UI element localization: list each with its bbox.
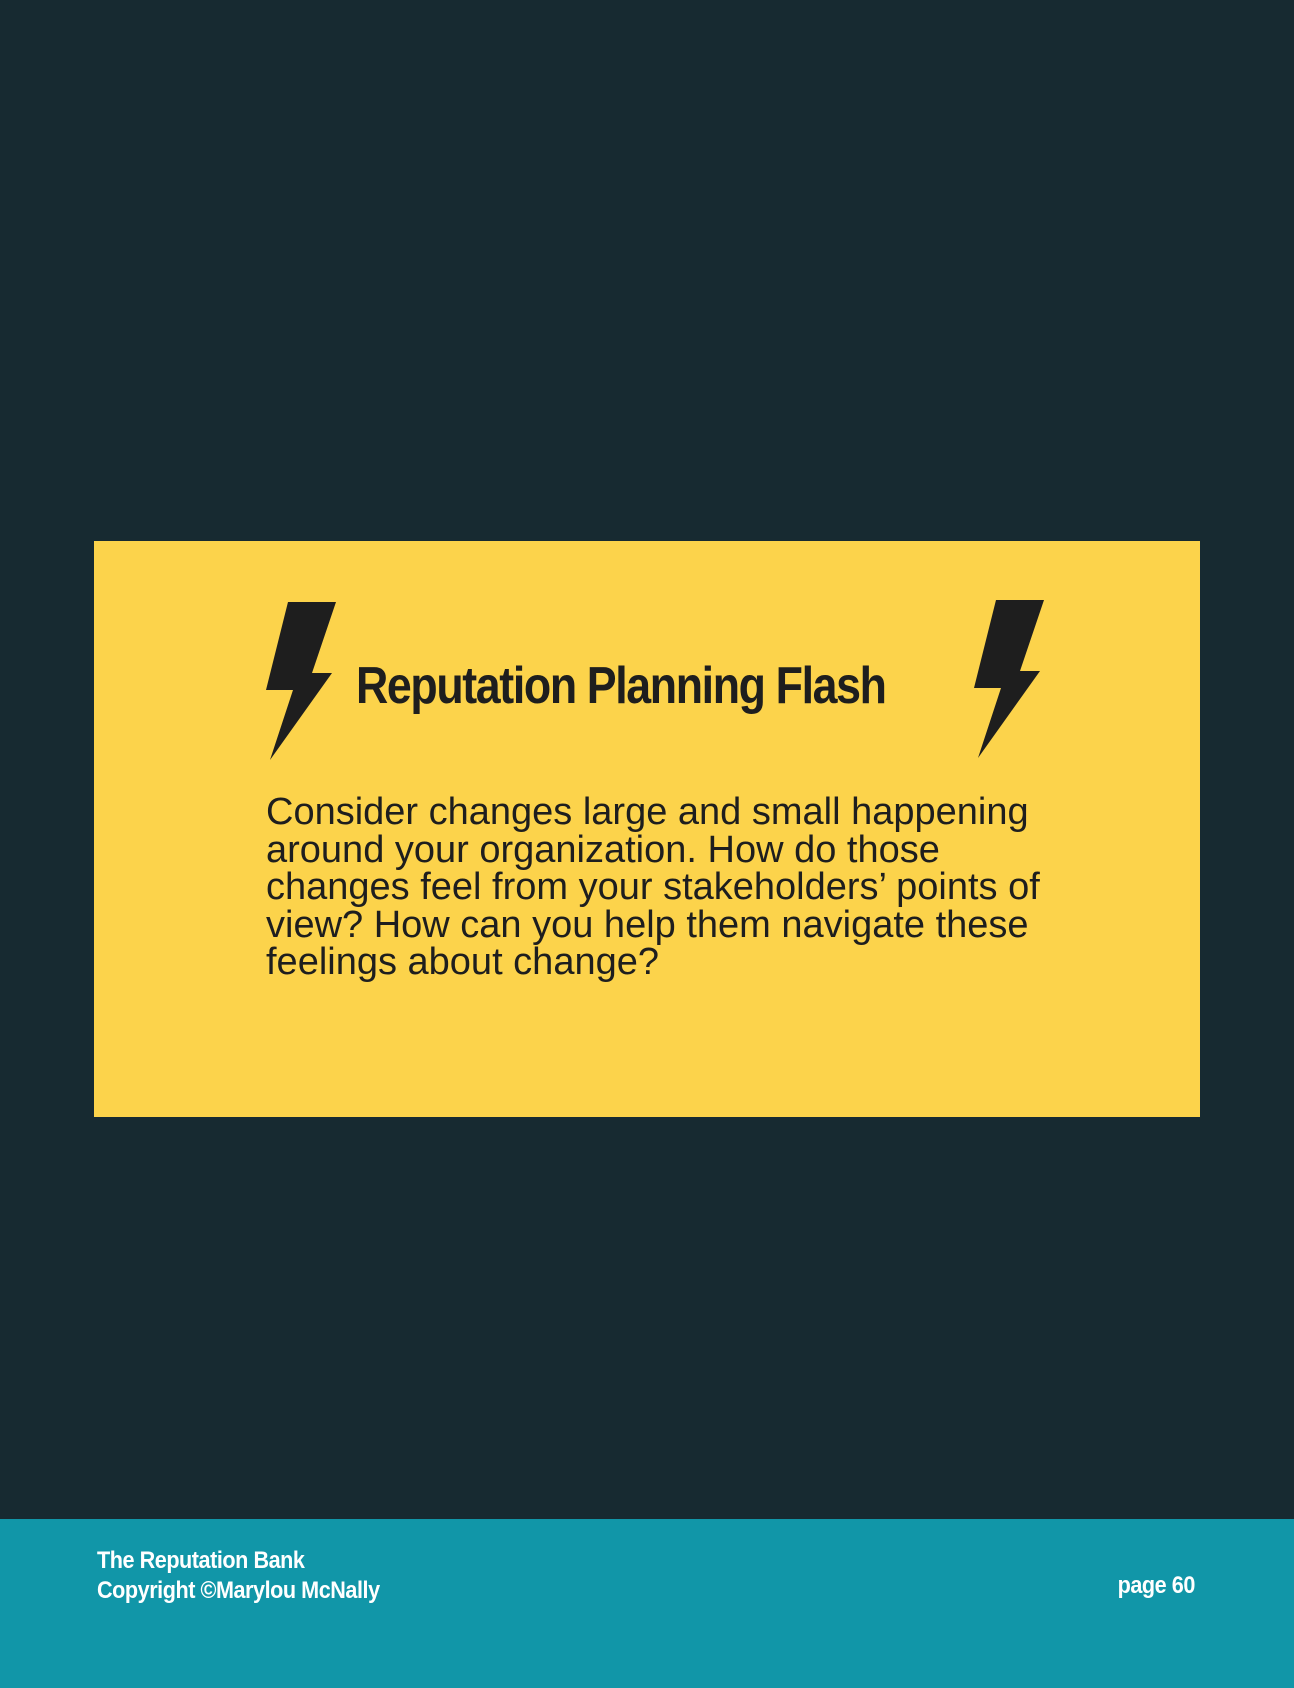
flash-title: Reputation Planning Flash bbox=[356, 657, 887, 715]
lightning-bolt-icon bbox=[266, 600, 336, 760]
footer-credits: The Reputation Bank Copyright ©Marylou M… bbox=[97, 1546, 411, 1606]
page-footer: The Reputation Bank Copyright ©Marylou M… bbox=[0, 1519, 1294, 1688]
book-title: The Reputation Bank bbox=[97, 1547, 305, 1574]
copyright-notice: Copyright ©Marylou McNally bbox=[97, 1577, 380, 1604]
page-number: page 60 bbox=[1117, 1572, 1196, 1599]
flash-body-text: Consider changes large and small happeni… bbox=[266, 791, 1040, 983]
lightning-bolt-icon bbox=[974, 598, 1044, 758]
reputation-planning-flash-callout: Reputation Planning Flash Consider chang… bbox=[94, 541, 1200, 1117]
